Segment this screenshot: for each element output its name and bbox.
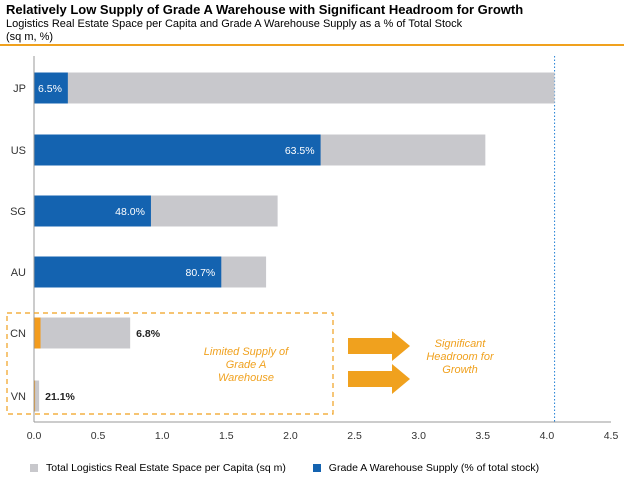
bar-grade-a-sg [34,195,151,227]
legend-swatch-total [30,464,38,472]
x-tick-label: 3.0 [411,430,426,442]
header-rule [0,44,624,46]
chart-units: (sq m, %) [6,31,54,43]
annotation-limited-supply-text: Limited Supply of [204,346,289,358]
chart-title: Relatively Low Supply of Grade A Warehou… [6,2,524,17]
data-label-us: 63.5% [285,145,315,157]
growth-arrow-icon [348,364,410,394]
legend-label-grade-a: Grade A Warehouse Supply (% of total sto… [328,462,540,474]
category-label-au: AU [11,267,26,279]
legend-item-grade-a: Grade A Warehouse Supply (% of total sto… [312,462,540,474]
bar-grade-a-au [34,256,222,288]
annotation-limited-supply-text: Warehouse [218,372,274,384]
data-label-vn: 21.1% [45,391,75,403]
bar-grade-a-cn [34,317,41,349]
bar-grade-a-us [34,134,321,166]
bar-grade-a-jp [34,72,68,104]
legend-label-total: Total Logistics Real Estate Space per Ca… [46,462,286,474]
data-label-cn: 6.8% [136,328,161,340]
x-tick-label: 2.0 [283,430,298,442]
legend-swatch-grade-a [312,464,321,472]
data-label-au: 80.7% [186,267,216,279]
annotation-limited-supply-text: Grade A [226,359,267,371]
chart-subtitle: Logistics Real Estate Space per Capita a… [6,18,463,30]
annotation-headroom-text: Significant [435,338,487,350]
bar-total-cn [34,317,131,349]
legend: Total Logistics Real Estate Space per Ca… [30,462,563,475]
annotation-headroom-text: Headroom for [426,351,495,363]
category-label-us: US [11,145,26,157]
bar-total-vn [34,380,40,412]
x-tick-label: 1.5 [219,430,234,442]
x-tick-label: 3.5 [475,430,490,442]
category-label-sg: SG [10,206,26,218]
bar-total-jp [34,72,555,104]
legend-item-total: Total Logistics Real Estate Space per Ca… [30,462,286,474]
data-label-sg: 48.0% [115,206,145,218]
data-label-jp: 6.5% [38,83,62,95]
category-label-vn: VN [11,391,26,403]
annotation-headroom-text: Growth [442,364,477,376]
x-tick-label: 0.0 [27,430,42,442]
category-label-jp: JP [13,83,26,95]
growth-arrow-icon [348,331,410,361]
x-tick-label: 2.5 [347,430,362,442]
x-tick-label: 4.5 [604,430,619,442]
x-tick-label: 4.0 [540,430,555,442]
bar-grade-a-vn [34,380,36,412]
x-tick-label: 1.0 [155,430,170,442]
annotation-box [6,312,334,415]
x-tick-label: 0.5 [91,430,106,442]
category-label-cn: CN [10,328,26,340]
bar-chart: JP 6.5% US 63.5% SG 48.0% AU 80.7% CN 6.8% VN 21.1%… [6,56,619,442]
